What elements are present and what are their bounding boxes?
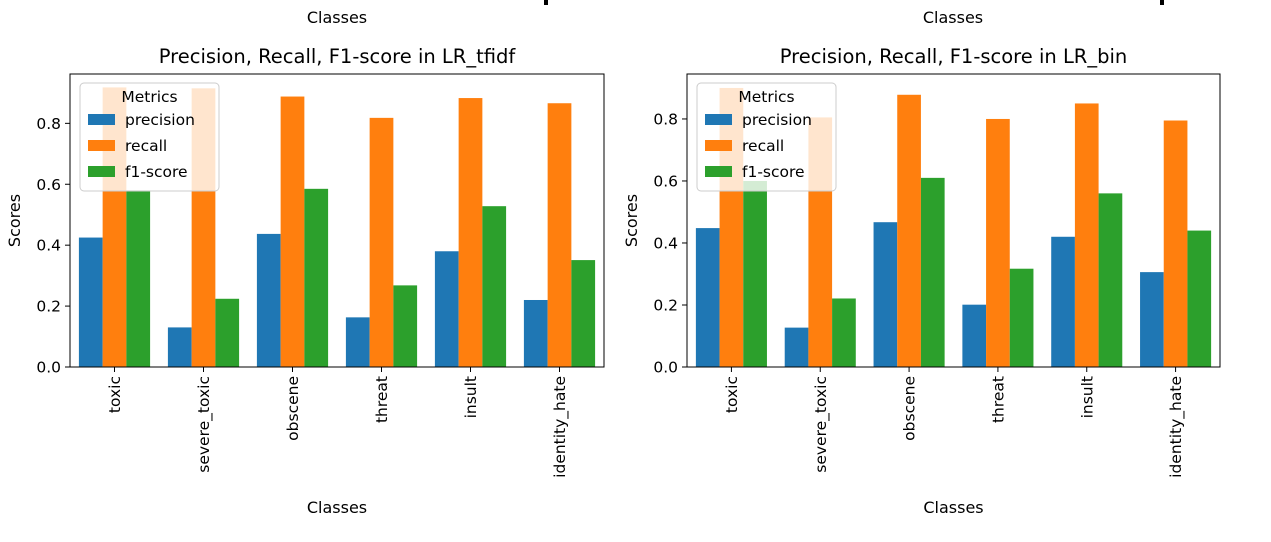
top-right-xlabel: Classes [923, 8, 983, 27]
x-axis-label: Classes [307, 498, 367, 517]
y-tick-label: 0.8 [36, 115, 61, 133]
plot-frame [69, 73, 605, 368]
bar-precision-toxic [695, 228, 720, 367]
bar-precision-threat [345, 317, 370, 367]
chart-title: Precision, Recall, F1-score in LR_bin [780, 45, 1128, 68]
bar-precision-toxic [78, 237, 103, 367]
x-tick-label: identity_hate [1167, 376, 1186, 478]
x-tick-label: threat [989, 376, 1007, 423]
bar-f1-score-toxic [743, 180, 767, 367]
top-left-xlabel: Classes [307, 8, 367, 27]
x-tick-label: identity_hate [551, 376, 570, 478]
legend-box [79, 82, 220, 192]
chart-panel-1: Precision, Recall, F1-score in LR_tfidf 0… [5, 45, 605, 517]
legend-label-precision: precision [125, 111, 195, 129]
bar-recall-obscene [897, 94, 921, 367]
x-axis-label: Classes [923, 498, 983, 517]
x-tick-label: threat [373, 376, 391, 423]
legend-label-recall: recall [125, 137, 167, 155]
chart-title: Precision, Recall, F1-score in LR_tfidf [159, 45, 517, 68]
legend-swatch-f1-score [88, 166, 115, 177]
legend-title: Metrics [738, 88, 794, 106]
legend: Metrics precision recall f1-score [79, 82, 220, 192]
bar-precision-severe_toxic [167, 327, 192, 367]
bar-f1-score-identity_hate [1187, 230, 1212, 367]
x-tick-label: insult [1078, 376, 1096, 418]
legend-swatch-recall [88, 140, 115, 151]
bar-f1-score-threat [1009, 268, 1034, 367]
bar-f1-score-severe_toxic [832, 298, 856, 367]
y-axis-label: Scores [622, 194, 641, 247]
bar-precision-identity_hate [523, 299, 548, 367]
chart-panel-2: Precision, Recall, F1-score in LR_bin 0.0… [622, 45, 1221, 517]
legend: Metrics precision recall f1-score [696, 82, 837, 192]
y-tick-label: 0.2 [653, 296, 678, 314]
x-tick-label: toxic [723, 376, 741, 413]
bar-precision-obscene [256, 233, 281, 367]
bar-f1-score-identity_hate [571, 260, 596, 367]
bar-f1-score-obscene [304, 188, 329, 367]
y-tick-label: 0.0 [653, 359, 678, 377]
bar-precision-obscene [873, 222, 898, 367]
legend-swatch-f1-score [705, 166, 732, 177]
bar-recall-insult [458, 98, 483, 367]
bar-precision-severe_toxic [784, 327, 809, 367]
y-tick-label: 0.6 [36, 176, 61, 194]
bar-recall-insult [1074, 103, 1099, 368]
bar-f1-score-threat [393, 285, 418, 367]
legend-box [696, 82, 837, 192]
legend-title: Metrics [121, 88, 177, 106]
legend-label-f1-score: f1-score [125, 163, 188, 181]
bar-recall-identity_hate [547, 103, 572, 368]
bar-f1-score-severe_toxic [215, 298, 240, 367]
legend-label-precision: precision [742, 111, 812, 129]
x-tick-label: obscene [284, 376, 302, 441]
legend-swatch-recall [705, 140, 732, 151]
x-tick-label: severe_toxic [195, 376, 214, 473]
top-right-clipped-tick-label [1160, 0, 1164, 5]
bar-f1-score-toxic [126, 190, 151, 367]
y-tick-label: 0.4 [36, 237, 61, 255]
bar-f1-score-insult [1098, 193, 1123, 367]
bar-precision-identity_hate [1140, 272, 1164, 367]
bar-recall-identity_hate [1163, 120, 1188, 367]
bar-f1-score-insult [482, 206, 507, 367]
y-axis-label: Scores [5, 194, 24, 247]
x-tick-label: obscene [901, 376, 919, 441]
y-tick-label: 0.0 [36, 359, 61, 377]
plot-frame [686, 73, 1221, 368]
legend-swatch-precision [88, 114, 115, 125]
legend-label-f1-score: f1-score [742, 163, 805, 181]
bar-precision-insult [1051, 236, 1075, 367]
bar-recall-threat [986, 118, 1010, 367]
y-tick-label: 0.2 [36, 298, 61, 316]
legend-label-recall: recall [742, 137, 784, 155]
bar-f1-score-obscene [920, 177, 945, 367]
x-tick-label: severe_toxic [812, 376, 831, 473]
top-left-clipped-tick-label [544, 0, 548, 5]
y-tick-label: 0.6 [653, 172, 678, 190]
bar-precision-threat [962, 304, 987, 367]
x-tick-label: insult [462, 376, 480, 418]
bar-recall-obscene [280, 96, 305, 368]
x-tick-label: toxic [106, 376, 124, 413]
y-tick-label: 0.8 [653, 110, 678, 128]
bar-precision-insult [434, 251, 459, 367]
y-tick-label: 0.4 [653, 234, 678, 252]
bar-recall-threat [369, 117, 394, 367]
legend-swatch-precision [705, 114, 732, 125]
